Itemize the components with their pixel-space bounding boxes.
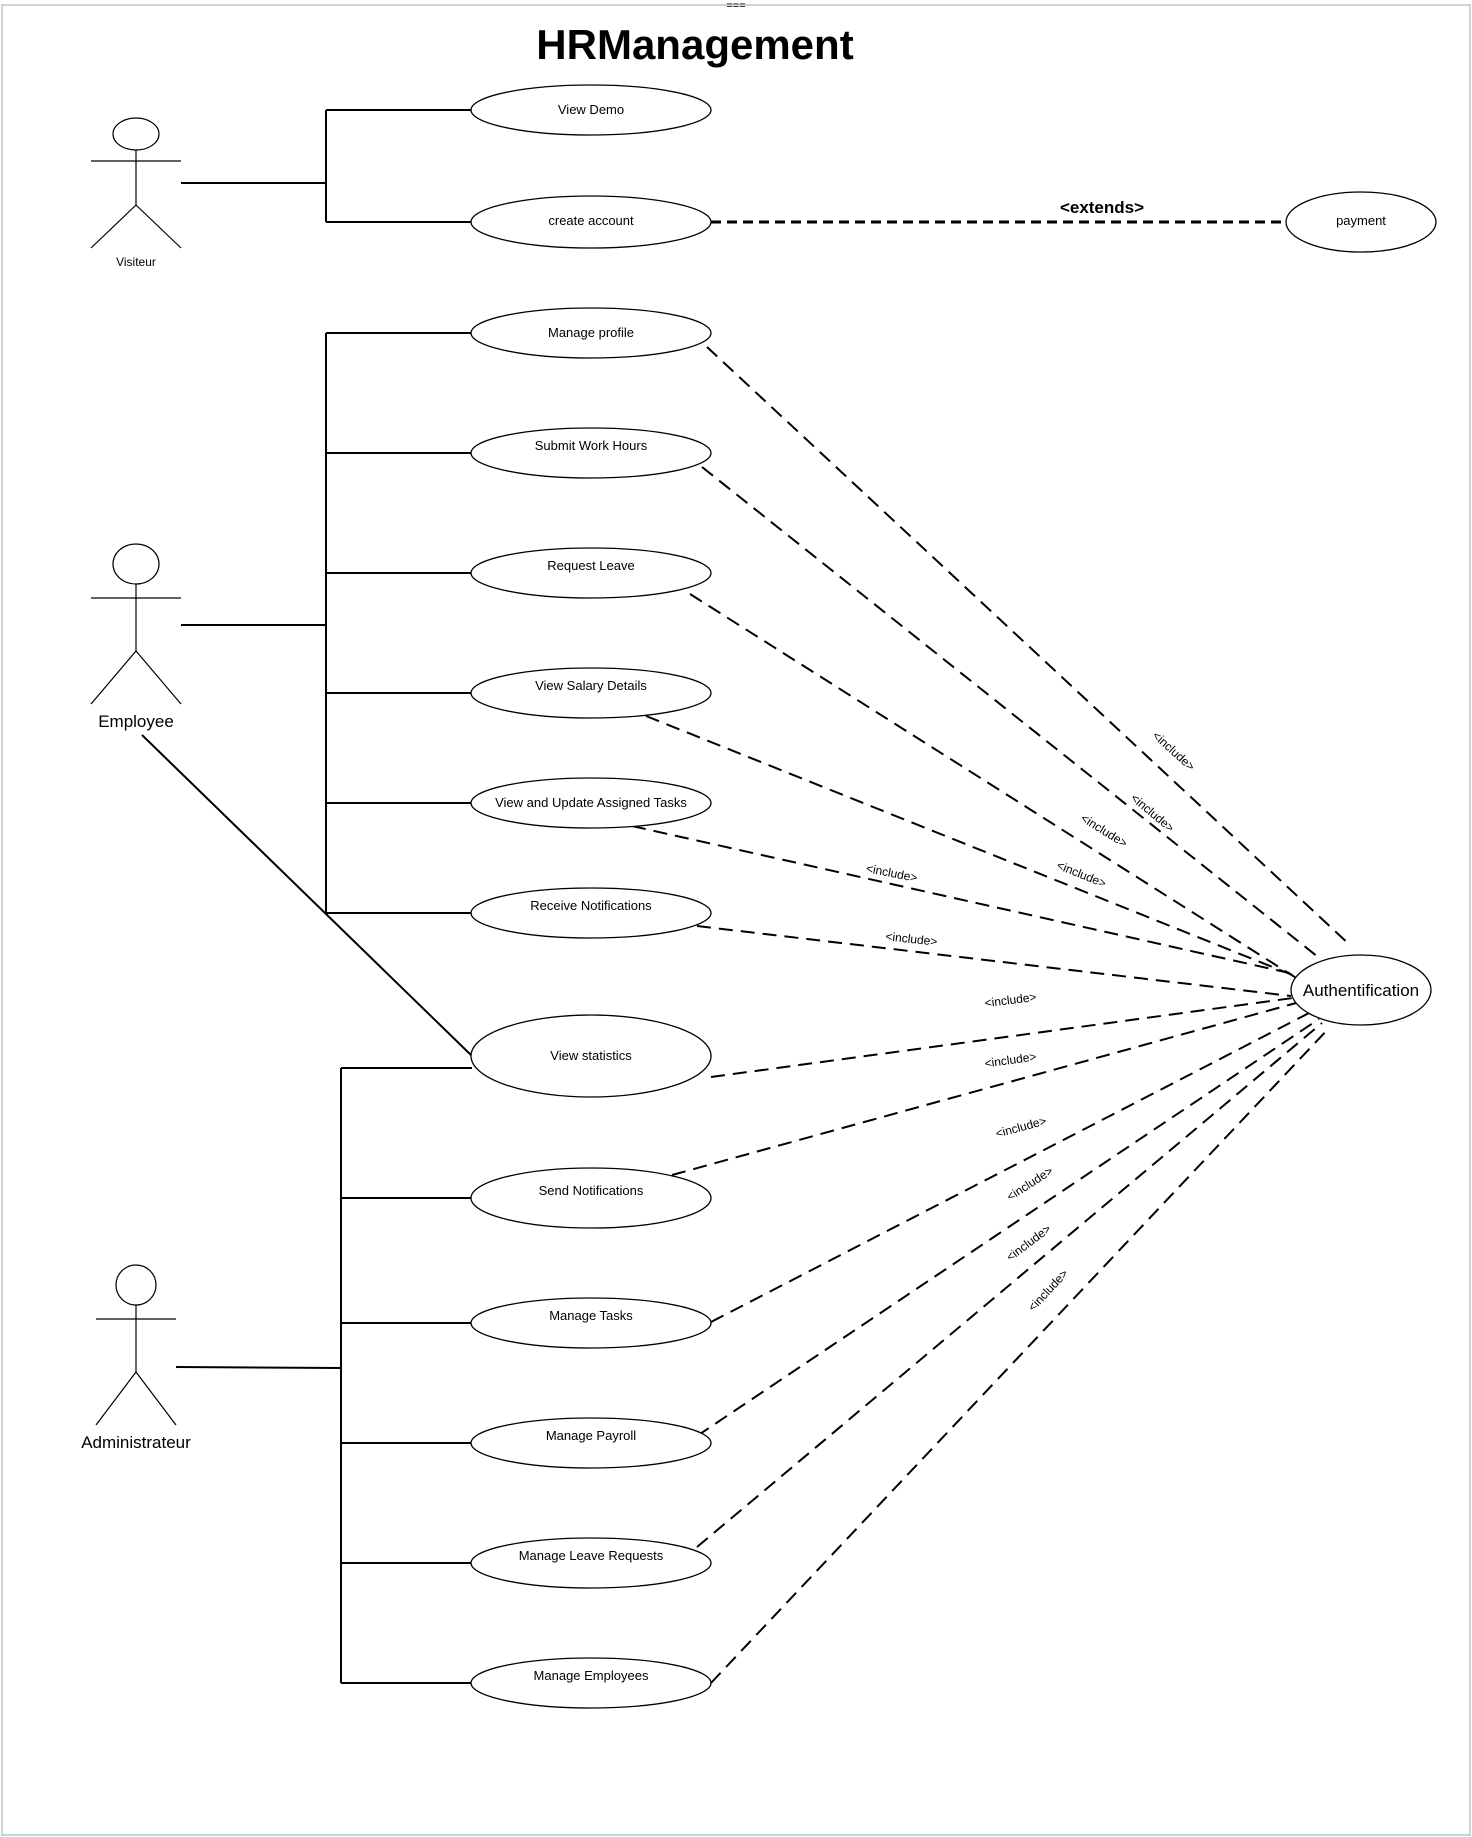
use-case-create-account[interactable]: create account: [470, 195, 712, 249]
include-label: <include>: [1004, 1222, 1054, 1265]
use-case-manage-profile[interactable]: Manage profile: [470, 307, 712, 359]
svg-text:Manage Employees: Manage Employees: [534, 1668, 649, 1683]
include-label: <include>: [885, 929, 938, 948]
use-case-view-demo[interactable]: View Demo: [470, 84, 712, 136]
svg-text:Manage Tasks: Manage Tasks: [549, 1308, 633, 1323]
svg-text:Manage Leave Requests: Manage Leave Requests: [519, 1548, 664, 1563]
use-case-send-notifications[interactable]: Send Notifications: [470, 1167, 712, 1229]
include-label: <include>: [984, 1049, 1037, 1070]
diagram-title: HRManagement: [536, 21, 853, 68]
svg-text:Authentification: Authentification: [1303, 981, 1419, 1000]
use-case-view-update-tasks[interactable]: View and Update Assigned Tasks: [470, 777, 712, 829]
extends-label: <extends>: [1060, 198, 1144, 217]
include-label: <include>: [1150, 728, 1198, 773]
actor-label-visiteur: Visiteur: [116, 255, 156, 269]
include-label: <include>: [984, 990, 1037, 1010]
top-marker: ===: [726, 0, 745, 12]
actor-label-employee: Employee: [98, 712, 174, 731]
actor-administrateur: Administrateur: [81, 1264, 191, 1452]
svg-text:Submit Work Hours: Submit Work Hours: [535, 438, 648, 453]
include-label: <include>: [865, 861, 919, 885]
svg-text:Request Leave: Request Leave: [547, 558, 634, 573]
include-label: <include>: [1004, 1164, 1055, 1204]
svg-text:Receive Notifications: Receive Notifications: [530, 898, 652, 913]
include-label: <include>: [1055, 858, 1109, 890]
use-case-view-statistics[interactable]: View statistics: [470, 1014, 712, 1098]
use-case-receive-notifications[interactable]: Receive Notifications: [470, 887, 712, 939]
include-labels: <include> <include> <include> <include> …: [865, 728, 1198, 1314]
svg-text:payment: payment: [1336, 213, 1386, 228]
svg-text:View Demo: View Demo: [558, 102, 624, 117]
use-case-request-leave[interactable]: Request Leave: [470, 547, 712, 599]
svg-text:View and Update Assigned Tasks: View and Update Assigned Tasks: [495, 795, 687, 810]
diagram-frame: [1, 4, 1471, 1836]
use-case-authentification[interactable]: Authentification: [1290, 954, 1432, 1026]
administrateur-connectors: [175, 1067, 472, 1684]
use-case-view-salary-details[interactable]: View Salary Details: [470, 667, 712, 719]
use-case-manage-employees[interactable]: Manage Employees: [470, 1657, 712, 1709]
use-case-manage-payroll[interactable]: Manage Payroll: [470, 1417, 712, 1469]
svg-text:View Salary Details: View Salary Details: [535, 678, 647, 693]
use-case-submit-work-hours[interactable]: Submit Work Hours: [470, 427, 712, 479]
actor-visiteur: Visiteur: [90, 117, 182, 269]
actor-employee: Employee: [90, 543, 182, 731]
include-label: <include>: [1025, 1266, 1071, 1314]
use-case-payment[interactable]: payment: [1285, 191, 1437, 253]
svg-text:Manage Payroll: Manage Payroll: [546, 1428, 636, 1443]
employee-connectors: [141, 332, 473, 1057]
svg-text:View statistics: View statistics: [550, 1048, 632, 1063]
include-lines: [631, 346, 1352, 1684]
actor-label-administrateur: Administrateur: [81, 1433, 191, 1452]
visiteur-connectors: [181, 109, 472, 223]
include-label: <include>: [994, 1114, 1048, 1141]
svg-text:Send Notifications: Send Notifications: [539, 1183, 644, 1198]
svg-text:Manage profile: Manage profile: [548, 325, 634, 340]
use-case-manage-tasks[interactable]: Manage Tasks: [470, 1297, 712, 1349]
svg-text:create account: create account: [548, 213, 634, 228]
use-case-manage-leave-requests[interactable]: Manage Leave Requests: [470, 1537, 712, 1589]
